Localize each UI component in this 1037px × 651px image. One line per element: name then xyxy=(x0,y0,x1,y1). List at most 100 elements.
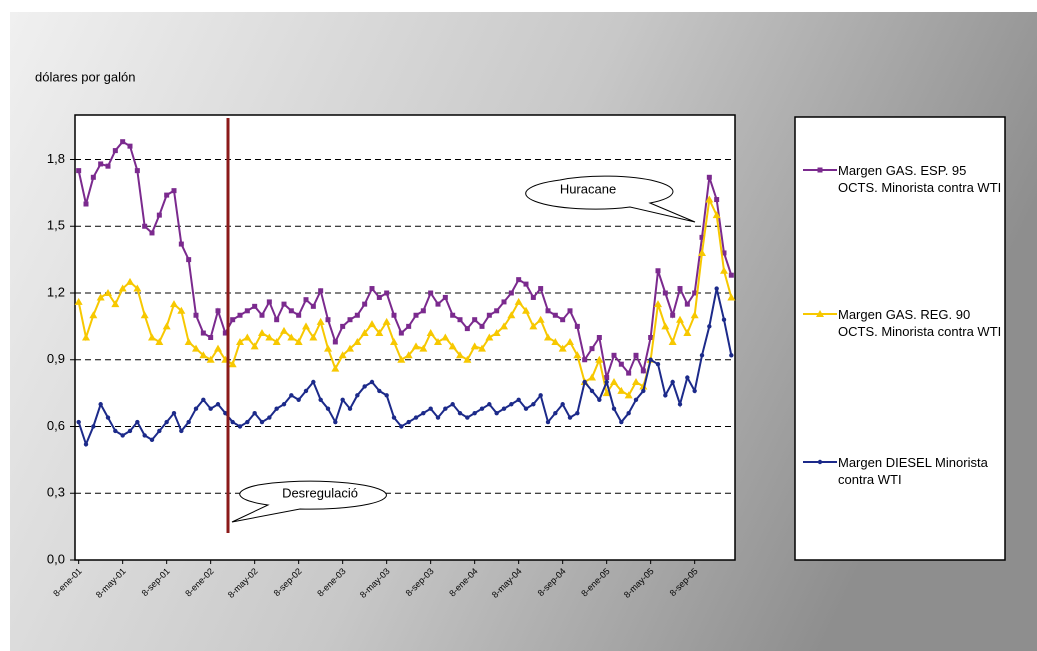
data-point xyxy=(331,364,340,372)
data-point xyxy=(479,406,485,411)
data-point xyxy=(98,402,103,407)
data-point xyxy=(413,312,419,318)
data-point xyxy=(465,415,470,420)
data-point xyxy=(596,335,602,340)
data-point xyxy=(391,415,397,420)
y-tick-label: 0,9 xyxy=(47,351,65,366)
data-point xyxy=(589,346,595,352)
data-point xyxy=(236,337,244,345)
data-point xyxy=(369,286,375,292)
data-point xyxy=(604,379,609,385)
data-point xyxy=(397,355,406,363)
data-point xyxy=(487,402,492,407)
data-point xyxy=(611,406,617,411)
data-point xyxy=(714,286,719,291)
data-point xyxy=(639,382,648,390)
data-point xyxy=(355,393,360,398)
data-point xyxy=(728,272,734,278)
data-point xyxy=(529,322,538,330)
data-point xyxy=(369,379,375,385)
data-point xyxy=(156,212,162,218)
legend-entry: Margen GAS. REG. 90 OCTS. Minorista cont… xyxy=(838,307,1002,339)
data-point xyxy=(508,290,514,296)
data-point xyxy=(553,410,558,416)
data-point xyxy=(595,355,604,363)
data-point xyxy=(428,406,433,411)
data-point xyxy=(464,326,470,332)
data-point xyxy=(706,174,712,180)
data-point xyxy=(281,301,287,307)
data-point xyxy=(340,397,345,402)
data-point xyxy=(267,415,272,420)
data-point xyxy=(426,329,435,337)
data-point xyxy=(501,406,507,411)
data-point xyxy=(530,294,536,300)
data-point xyxy=(265,333,274,341)
data-point xyxy=(362,384,367,389)
data-point xyxy=(617,386,626,394)
data-point xyxy=(192,344,200,352)
data-point xyxy=(655,268,661,274)
data-point xyxy=(288,308,294,314)
data-point xyxy=(171,410,177,416)
data-point xyxy=(421,410,426,416)
data-point xyxy=(162,322,171,330)
data-point xyxy=(640,368,646,374)
data-point xyxy=(456,351,464,359)
annotation: Huracane xyxy=(560,181,616,196)
data-point xyxy=(346,344,354,352)
data-point xyxy=(478,344,486,352)
data-point xyxy=(626,370,632,376)
callout-bubble xyxy=(525,175,696,223)
data-point xyxy=(632,378,640,385)
data-point xyxy=(179,428,184,434)
data-point xyxy=(250,342,259,350)
data-point xyxy=(377,388,382,394)
data-point xyxy=(404,351,413,359)
data-point xyxy=(157,428,162,434)
data-point xyxy=(450,402,455,407)
data-point xyxy=(618,361,624,367)
data-point xyxy=(111,300,120,308)
data-point xyxy=(472,317,478,323)
data-point xyxy=(384,290,390,296)
data-point xyxy=(611,352,617,358)
data-point xyxy=(245,419,250,425)
data-point xyxy=(523,406,529,411)
data-point xyxy=(155,337,164,345)
data-point xyxy=(516,397,521,402)
data-point xyxy=(582,379,587,385)
data-point xyxy=(485,333,494,341)
data-point xyxy=(419,344,428,352)
data-point xyxy=(670,312,676,318)
data-point xyxy=(390,337,398,345)
annotation: Desregulació xyxy=(282,485,358,500)
data-point xyxy=(324,344,332,352)
data-point xyxy=(507,311,516,319)
data-point xyxy=(442,294,448,300)
data-point xyxy=(500,322,508,330)
y-tick-label: 0,0 xyxy=(47,551,65,566)
data-point xyxy=(472,410,477,416)
data-point xyxy=(215,308,221,314)
data-point xyxy=(516,277,522,283)
data-point xyxy=(318,288,324,294)
data-point xyxy=(338,351,347,359)
data-point xyxy=(428,290,434,296)
data-point xyxy=(412,342,420,350)
data-point xyxy=(602,389,611,397)
data-point xyxy=(501,299,507,305)
data-point xyxy=(222,330,228,336)
data-point xyxy=(340,323,346,329)
y-tick-label: 0,3 xyxy=(47,485,65,500)
data-point xyxy=(120,139,126,145)
data-point xyxy=(362,301,368,307)
data-point xyxy=(230,419,235,425)
data-point xyxy=(142,433,147,438)
data-point xyxy=(76,168,82,174)
data-point xyxy=(126,277,134,285)
data-point xyxy=(558,344,567,352)
data-point xyxy=(177,306,186,314)
data-point xyxy=(479,323,485,329)
data-point xyxy=(443,406,448,411)
